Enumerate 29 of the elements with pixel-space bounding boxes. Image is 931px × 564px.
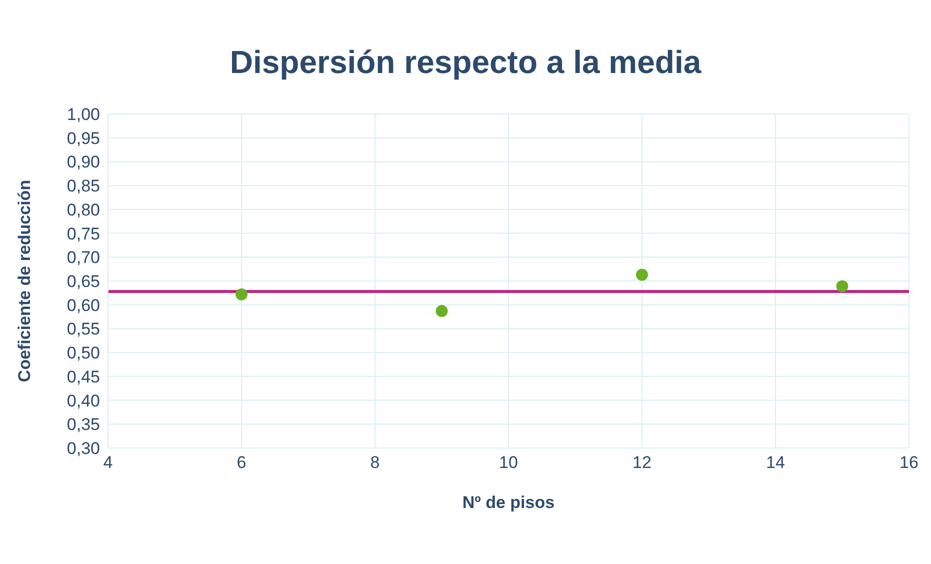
chart-title: Dispersión respecto a la media <box>228 43 702 82</box>
y-tick-label: 0,65 <box>66 272 100 292</box>
y-tick-label: 0,60 <box>66 296 100 315</box>
x-axis-title: Nº de pisos <box>462 493 555 512</box>
x-tick-label: 4 <box>103 453 113 472</box>
x-tick-label: 10 <box>499 453 518 472</box>
y-tick-label: 0,80 <box>66 200 100 220</box>
x-tick-label: 6 <box>236 453 246 472</box>
point <box>436 305 448 318</box>
y-tick-label: 0,35 <box>66 415 100 434</box>
y-tick-label: 0,50 <box>66 344 100 363</box>
y-tick-label: 0,30 <box>66 439 100 458</box>
y-tick-label: 0,45 <box>66 367 100 386</box>
point <box>836 280 848 292</box>
x-tick-label: 14 <box>766 453 785 472</box>
y-tick-label: 0,85 <box>66 176 100 196</box>
point <box>636 268 648 281</box>
y-tick-label: 0,95 <box>66 128 100 148</box>
y-tick-label: 0,70 <box>66 248 100 268</box>
y-tick-label: 0,55 <box>66 320 100 339</box>
x-tick-label: 8 <box>370 453 380 472</box>
x-tick-label: 12 <box>632 453 652 472</box>
y-tick-label: 1,00 <box>66 105 100 124</box>
y-axis-title: Coeficiente de reducción <box>15 180 34 382</box>
x-tick-label: 16 <box>900 453 918 472</box>
point <box>236 288 248 300</box>
y-tick-label: 0,75 <box>66 224 100 244</box>
y-tick-label: 0,90 <box>66 152 100 172</box>
y-tick-label: 0,40 <box>66 391 100 410</box>
